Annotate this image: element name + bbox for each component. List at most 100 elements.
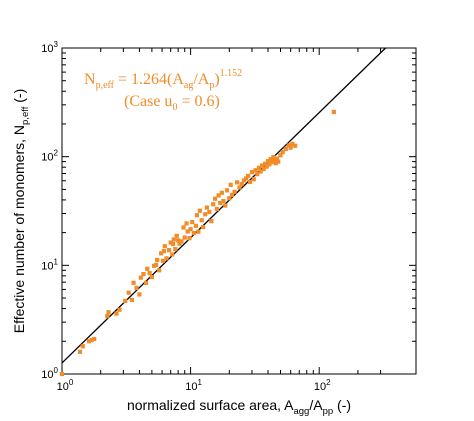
data-point [271, 155, 276, 160]
data-point [204, 205, 210, 210]
data-point [258, 169, 263, 174]
data-point [268, 156, 273, 162]
data-point [227, 196, 232, 201]
data-point [138, 275, 143, 280]
data-point [126, 290, 131, 295]
data-point [149, 274, 154, 280]
data-point [77, 349, 83, 354]
data-point [218, 200, 223, 206]
data-point [264, 164, 269, 169]
plot-frame [61, 47, 417, 375]
data-point [228, 182, 233, 187]
data-point [173, 247, 178, 252]
y-axis-title: Effective number of monomers, Np,eff (-) [11, 89, 31, 334]
data-point [221, 199, 226, 204]
data-point [151, 263, 157, 268]
data-point [170, 241, 176, 247]
data-point [229, 192, 235, 197]
data-point [181, 225, 186, 230]
data-point [280, 150, 285, 155]
data-point [239, 181, 244, 187]
data-point [168, 240, 173, 245]
data-point [278, 153, 283, 158]
data-point [261, 166, 266, 172]
data-point [174, 233, 179, 238]
data-point [241, 178, 247, 183]
data-point [129, 297, 135, 303]
data-point [176, 238, 181, 243]
y-tick-label: 102 [41, 149, 58, 164]
x-tick-label: 102 [314, 378, 331, 393]
data-point [269, 160, 275, 165]
data-point [190, 219, 195, 225]
x-axis-title: normalized surface area, Aagg/App (-) [127, 397, 351, 417]
data-point [159, 251, 164, 256]
data-point [247, 179, 253, 185]
data-point [199, 218, 204, 223]
data-point [194, 213, 200, 218]
data-point [92, 336, 97, 342]
data-point [161, 249, 167, 254]
data-point [80, 344, 85, 349]
data-point [243, 176, 249, 181]
tick-labels: 100 101 102 100 101 102 103 [41, 40, 331, 393]
data-point [59, 371, 65, 377]
data-point [179, 239, 184, 244]
data-point [105, 314, 110, 319]
data-point [89, 338, 94, 343]
data-point [193, 223, 199, 228]
data-point [154, 262, 159, 267]
data-point [143, 280, 149, 285]
data-point [255, 172, 260, 177]
data-point [256, 165, 262, 170]
data-point [155, 257, 160, 263]
data-point [260, 163, 265, 168]
data-point [164, 256, 169, 261]
data-point [145, 266, 150, 271]
data-point [203, 212, 208, 217]
data-point [141, 272, 146, 277]
data-point [219, 190, 224, 195]
data-point [123, 298, 128, 304]
data-point [283, 146, 288, 151]
data-point [265, 159, 271, 164]
data-point [209, 219, 214, 224]
data-point [207, 209, 212, 215]
data-point [223, 203, 228, 208]
data-point [274, 156, 280, 161]
data-point [185, 229, 190, 234]
data-point [187, 236, 192, 241]
data-point [137, 292, 142, 297]
data-point [134, 285, 139, 290]
data-point [293, 143, 298, 148]
data-point [191, 230, 196, 236]
y-tick-label: 101 [41, 257, 58, 272]
data-point [235, 180, 240, 185]
annotation-formula: Np,eff = 1.264(Aag/Ap)1.152 [84, 68, 242, 91]
data-point [251, 177, 256, 182]
data-point [106, 310, 111, 315]
data-point [117, 307, 122, 312]
data-point [216, 193, 221, 198]
data-point [273, 161, 278, 166]
data-point [197, 208, 202, 213]
axis-ticks [61, 48, 416, 375]
data-point [177, 241, 182, 246]
data-point [276, 159, 281, 164]
data-point [182, 235, 187, 240]
data-point [224, 188, 230, 193]
data-point [211, 202, 216, 207]
data-point [286, 143, 291, 148]
data-point [200, 224, 206, 230]
data-point [246, 173, 251, 179]
annotation-case: (Case u0 = 0.6) [124, 93, 220, 113]
y-tick-label: 103 [41, 40, 58, 55]
data-point [212, 196, 218, 201]
data-point [86, 339, 92, 344]
data-point [237, 185, 242, 190]
data-point [253, 168, 258, 173]
data-point [147, 270, 152, 276]
data-point [288, 145, 293, 150]
data-point [267, 162, 272, 167]
